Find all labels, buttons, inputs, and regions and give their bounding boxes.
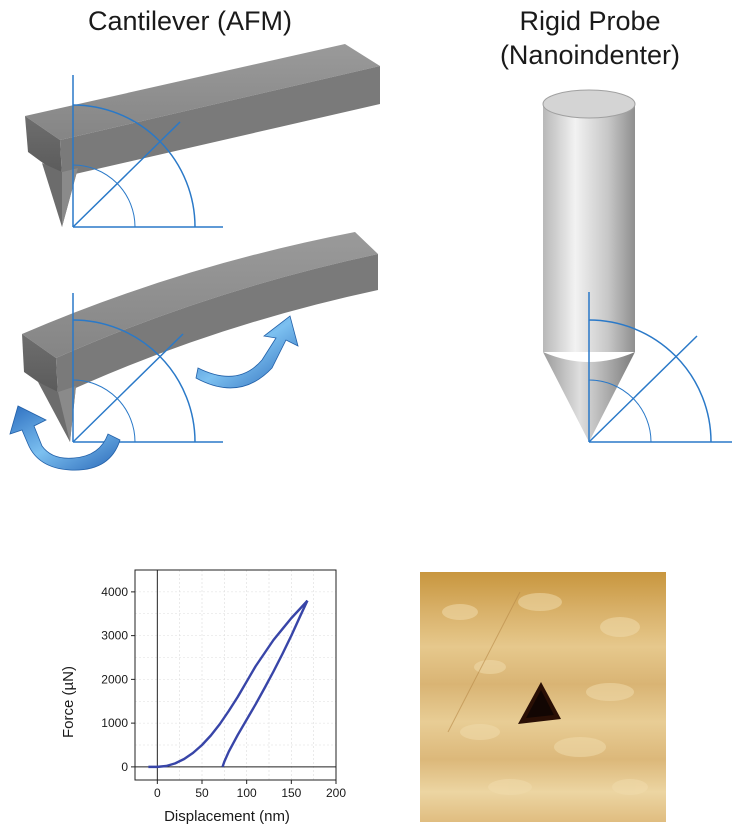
x-axis-label: Displacement (nm) [164, 808, 290, 825]
cantilever-side-face [60, 66, 380, 177]
series-line [148, 599, 309, 769]
probe-cylinder-top [542, 89, 636, 119]
y-axis-label: Force (µN) [60, 666, 77, 738]
surface-texture [442, 593, 648, 795]
x-tick-label: 200 [326, 786, 346, 800]
plot-frame [134, 569, 337, 781]
rigid-probe-title-line1: Rigid Probe [519, 6, 661, 36]
rotation-arrow-right-icon [195, 315, 299, 389]
cantilever-top-face [25, 44, 380, 140]
inner-arc [72, 164, 136, 228]
afm-topography-image [420, 572, 666, 822]
y-tick-label: 4000 [101, 585, 128, 599]
x-tick-label: 150 [281, 786, 301, 800]
y-tick-label: 0 [121, 760, 128, 774]
rotation-arrow-left-icon [9, 405, 121, 471]
y-tick-label: 1000 [101, 716, 128, 730]
force-displacement-chart: 0 50 100 150 200 0 1000 2000 3000 4000 Displaceme… [55, 562, 355, 826]
y-tick-label: 2000 [101, 672, 128, 686]
bent-cantilever-front-face [22, 334, 58, 396]
probe-illustrations [9, 44, 732, 471]
cantilever-straight [25, 44, 380, 227]
scratch-line [447, 591, 521, 733]
rigid-probe-title: Rigid Probe (Nanoindenter) [460, 4, 720, 72]
bent-cantilever-side-face [56, 254, 378, 396]
rigid-probe-title-line2: (Nanoindenter) [499, 40, 681, 70]
cantilever-afm-title: Cantilever (AFM) [87, 6, 293, 36]
angle-diagram-top [72, 75, 223, 228]
y-tick-label: 3000 [101, 629, 128, 643]
cantilever-bent [22, 232, 378, 442]
x-tick-label: 50 [195, 786, 209, 800]
chart-series [148, 599, 309, 769]
angle-ray-line [72, 121, 181, 228]
x-tick-label: 0 [154, 786, 161, 800]
x-tick-label: 100 [237, 786, 257, 800]
series-line [221, 600, 309, 768]
cantilever-front-face [25, 116, 62, 177]
angle-diagram-middle [72, 293, 223, 443]
angle-diagram-right [588, 292, 732, 443]
outer-arc [72, 104, 196, 228]
